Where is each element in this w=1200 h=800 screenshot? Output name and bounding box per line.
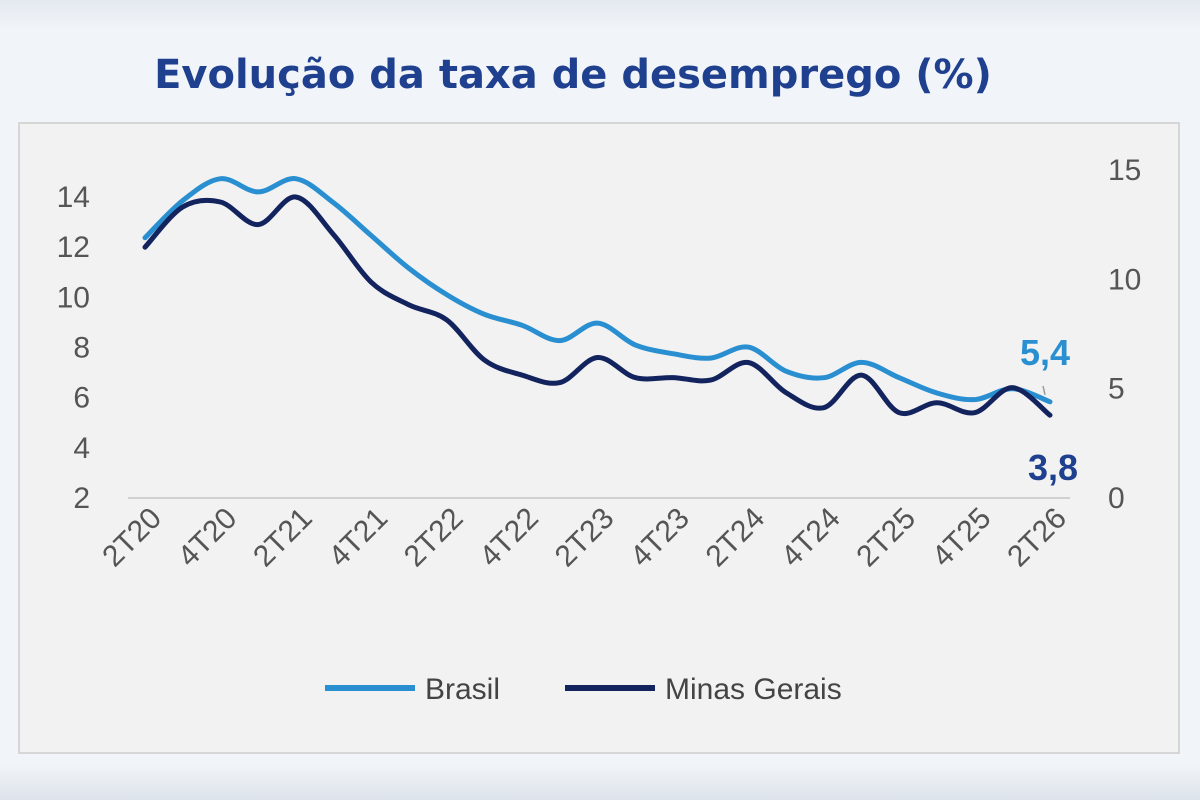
y-left-tick-label: 6 [73, 382, 90, 415]
y-right-tick-label: 0 [1108, 482, 1125, 515]
y-left-tick-label: 8 [73, 332, 90, 365]
chart-title: Evolução da taxa de desemprego (%) [154, 52, 992, 98]
x-tick-label: 2T20 [96, 502, 168, 574]
x-tick-label: 2T24 [700, 502, 772, 574]
chart-panel [18, 122, 1180, 754]
y-right-tick-label: 5 [1108, 373, 1125, 406]
y-left-tick-label: 4 [73, 432, 90, 465]
y-left-tick-label: 2 [73, 482, 90, 515]
y-left-tick-label: 10 [57, 281, 90, 314]
brasil-end-value-label: 5,4 [1020, 332, 1070, 373]
y-left-tick-label: 14 [57, 181, 90, 214]
x-tick-label: 2T26 [1001, 502, 1073, 574]
x-tick-label: 4T22 [473, 502, 545, 574]
series-line-minas-gerais [142, 194, 1053, 418]
legend-label: Brasil [425, 673, 500, 706]
x-tick-label: 4T24 [775, 502, 847, 574]
x-tick-label: 4T23 [624, 502, 696, 574]
x-tick-label: 2T22 [398, 502, 470, 574]
y-right-tick-label: 10 [1108, 263, 1141, 296]
x-tick-label: 2T21 [247, 502, 319, 574]
x-tick-label: 4T21 [323, 502, 395, 574]
x-tick-label: 4T20 [172, 502, 244, 574]
x-tick-label: 2T23 [549, 502, 621, 574]
x-tick-label: 2T25 [850, 502, 922, 574]
legend-item-minas-gerais: Minas Gerais [565, 673, 842, 706]
end-label-leader-line [1042, 385, 1046, 395]
legend-item-brasil: Brasil [325, 673, 500, 706]
minas-gerais-end-value-label: 3,8 [1028, 447, 1078, 488]
y-right-tick-label: 15 [1108, 154, 1141, 187]
y-left-tick-label: 12 [57, 231, 90, 264]
x-tick-label: 4T25 [926, 502, 998, 574]
legend-label: Minas Gerais [665, 673, 842, 706]
series-line-brasil [142, 176, 1053, 405]
